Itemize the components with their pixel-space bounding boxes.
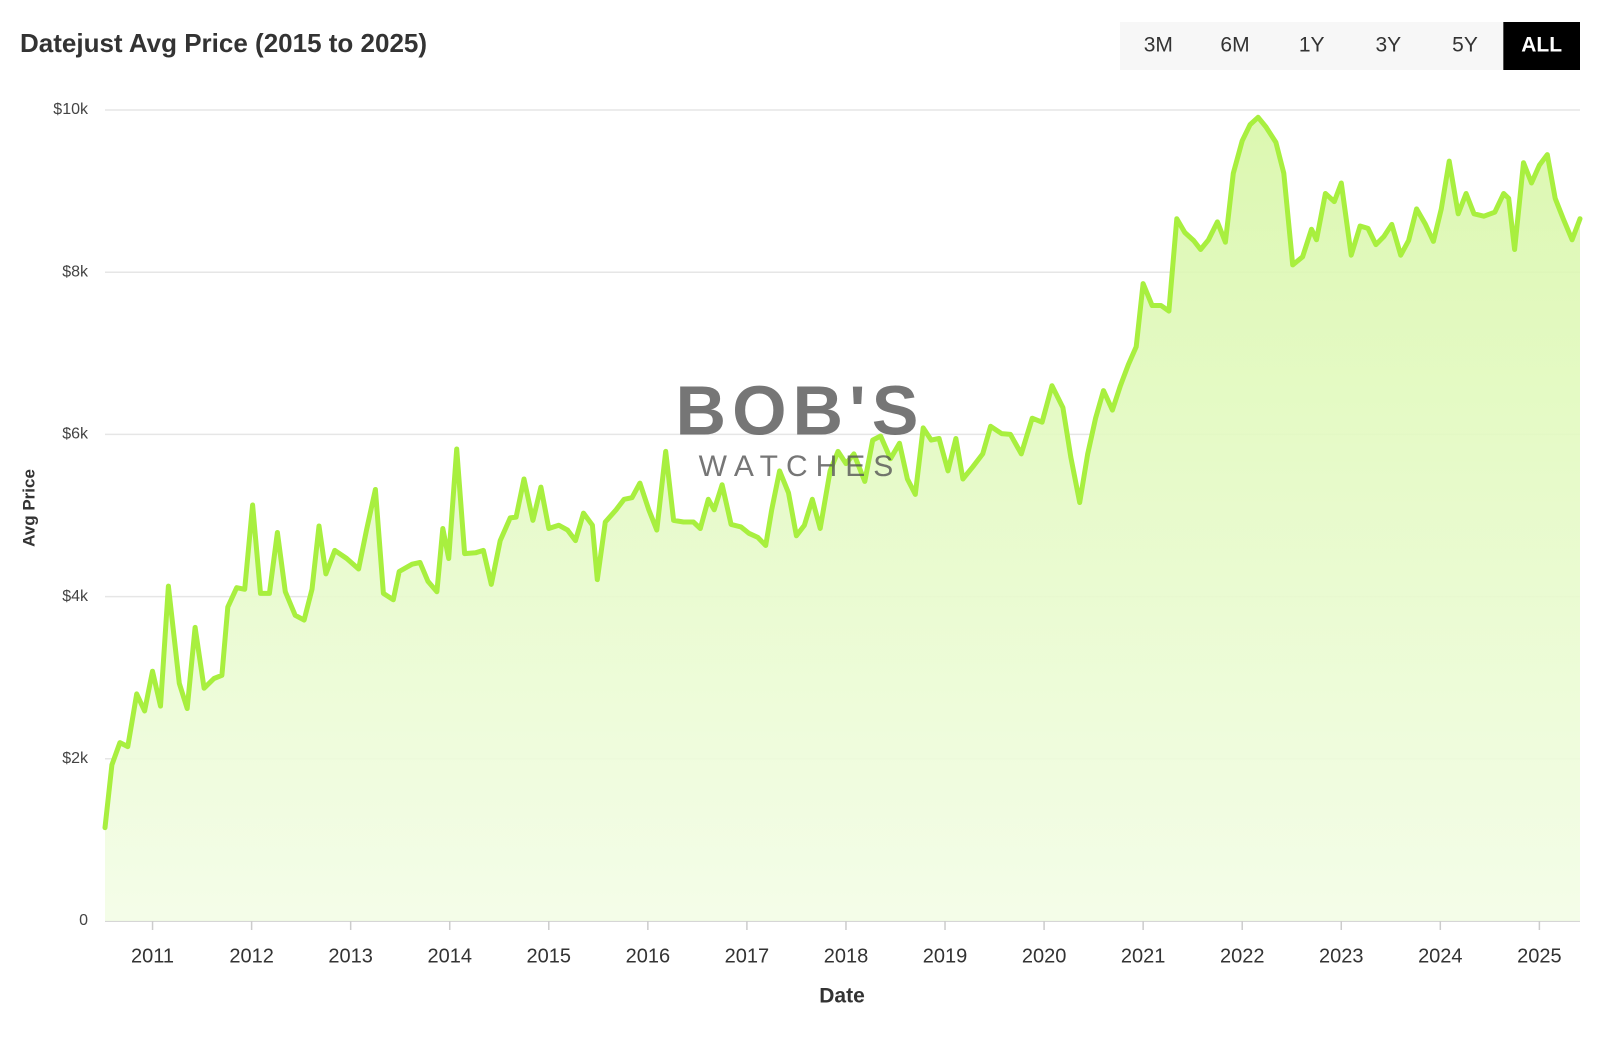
x-tick-label: 2019 xyxy=(923,945,968,967)
range-button[interactable]: 5Y xyxy=(1452,34,1478,57)
x-tick-label: 2017 xyxy=(725,945,770,967)
range-button[interactable]: 3M xyxy=(1144,34,1173,57)
x-tick-label: 2011 xyxy=(131,945,174,967)
x-tick-label: 2025 xyxy=(1517,945,1562,967)
watermark-logo: BOB'S xyxy=(676,371,925,449)
range-button[interactable]: ALL xyxy=(1521,34,1562,57)
y-tick-label: $10k xyxy=(53,101,89,118)
x-tick-label: 2013 xyxy=(328,945,373,967)
x-tick-label: 2024 xyxy=(1418,945,1463,967)
range-button[interactable]: 6M xyxy=(1220,34,1249,57)
area xyxy=(105,117,1580,922)
x-tick-label: 2018 xyxy=(824,945,869,967)
x-tick-label: 2015 xyxy=(527,945,572,967)
range-button[interactable]: 3Y xyxy=(1375,34,1401,57)
x-tick-label: 2021 xyxy=(1121,945,1166,967)
line xyxy=(102,114,1583,831)
x-tick-label: 2016 xyxy=(626,945,671,967)
y-tick-label: $4k xyxy=(62,588,89,605)
plot xyxy=(102,114,1583,922)
chart-title: Datejust Avg Price (2015 to 2025) xyxy=(20,28,427,58)
y-tick-label: $8k xyxy=(62,263,89,280)
watermark-subtitle: WATCHES xyxy=(699,450,902,483)
button-active-bg[interactable] xyxy=(1503,22,1580,70)
x-axis-label: Date xyxy=(819,985,865,1008)
y-tick-label: $6k xyxy=(62,426,89,443)
x-tick-label: 2020 xyxy=(1022,945,1067,967)
x-tick-label: 2014 xyxy=(427,945,472,967)
range-buttons: 3M 6M 1Y 3Y 5Y ALL xyxy=(1144,22,1580,70)
x-tick-label: 2022 xyxy=(1220,945,1265,967)
x-tick-label: 2012 xyxy=(229,945,274,967)
y-tick-label: 0 xyxy=(79,912,88,929)
range-button[interactable]: 1Y xyxy=(1299,34,1325,57)
x-tick-label: 2023 xyxy=(1319,945,1364,967)
watermark: BOB'S WATCHES xyxy=(676,371,925,483)
y-axis-label: Avg Price xyxy=(19,469,38,547)
y-tick-label: $2k xyxy=(62,750,89,767)
